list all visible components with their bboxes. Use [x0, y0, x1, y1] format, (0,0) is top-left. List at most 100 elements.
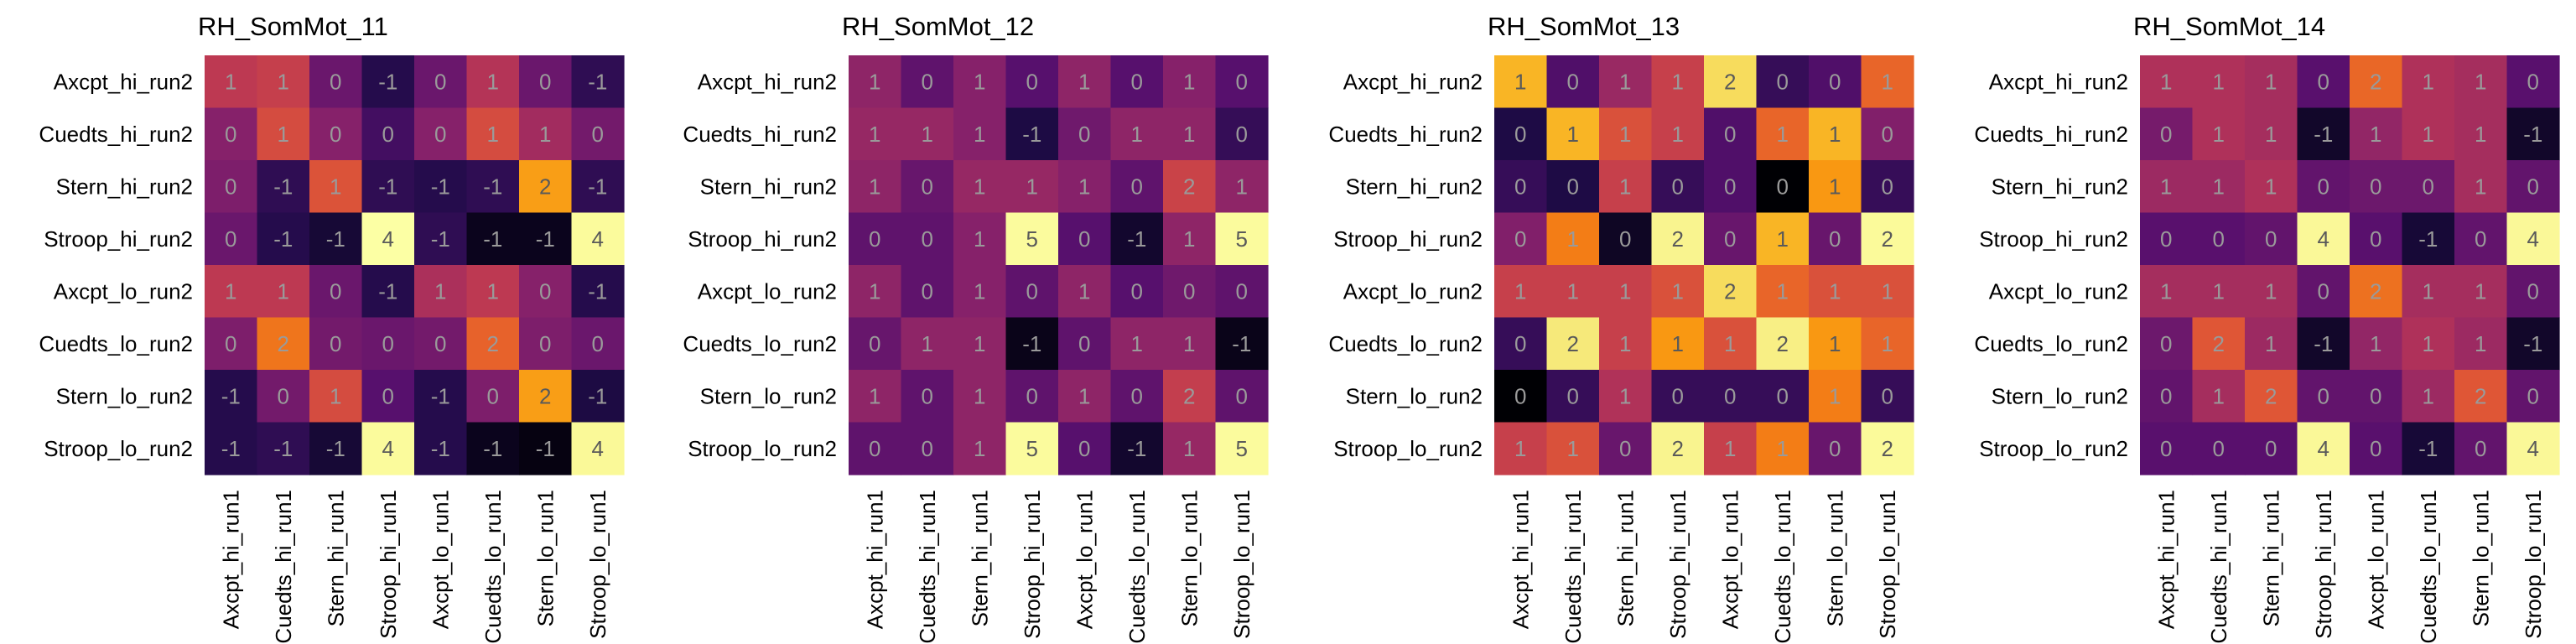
- cell-label: -1: [221, 436, 241, 461]
- heatmap-cell: [257, 107, 310, 161]
- cell-label: 4: [2318, 436, 2329, 461]
- cell-label: 1: [974, 122, 985, 147]
- heatmap-cell: [2297, 370, 2350, 423]
- cell-label: 1: [869, 69, 880, 94]
- heatmap-cell: [1215, 212, 1269, 266]
- column-label: Axcpt_hi_run1: [2153, 490, 2179, 629]
- cell-label: 0: [1131, 69, 1143, 94]
- cell-label: 0: [1514, 331, 1526, 356]
- cell-label: 0: [2370, 226, 2381, 252]
- cell-label: 0: [2475, 436, 2486, 461]
- heatmap-cell: [361, 422, 415, 475]
- heatmap-cell: [1861, 55, 1914, 109]
- cell-label: 0: [1236, 69, 1248, 94]
- heatmap-cell: [1861, 422, 1914, 475]
- heatmap-cell: [901, 265, 954, 319]
- cell-label: 0: [1131, 174, 1143, 199]
- heatmap-cell: [414, 160, 468, 214]
- column-label: Cuedts_lo_run1: [1124, 490, 1150, 644]
- heatmap-cell: [2402, 55, 2455, 109]
- heatmap-cell: [2245, 265, 2298, 319]
- heatmap-cell: [1599, 55, 1653, 109]
- row-label: Stroop_hi_run2: [1979, 226, 2128, 252]
- heatmap-cell: [571, 107, 625, 161]
- heatmap-cell: [2350, 212, 2403, 266]
- column-label: Axcpt_hi_run1: [862, 490, 887, 629]
- cell-label: 1: [225, 69, 236, 94]
- cell-label: 2: [539, 383, 551, 408]
- cell-label: 0: [2265, 226, 2277, 252]
- cell-label: 1: [278, 69, 289, 94]
- heatmap-cell: [2192, 370, 2246, 423]
- heatmap-cell: [849, 265, 902, 319]
- heatmap-cell: [2506, 107, 2560, 161]
- cell-label: -1: [588, 383, 607, 408]
- row-label: Stroop_hi_run2: [688, 226, 837, 252]
- row-label: Stern_hi_run2: [700, 174, 837, 199]
- cell-label: 4: [382, 226, 394, 252]
- heatmap-cell: [2350, 370, 2403, 423]
- cell-label: 1: [487, 122, 499, 147]
- column-label: Stern_lo_run1: [1822, 490, 1847, 626]
- cell-label: 0: [1026, 69, 1038, 94]
- heatmap-cell: [257, 212, 310, 266]
- cell-label: 5: [1026, 226, 1038, 252]
- heatmap-cell: [1058, 212, 1112, 266]
- heatmap-cell: [1163, 55, 1217, 109]
- heatmap-cell: [1005, 265, 1059, 319]
- cell-label: -1: [536, 436, 555, 461]
- heatmap-cell: [1215, 265, 1269, 319]
- cell-label: 1: [1567, 278, 1579, 304]
- row-label: Stroop_hi_run2: [44, 226, 193, 252]
- heatmap-cell: [2506, 212, 2560, 266]
- cell-label: 1: [1131, 331, 1143, 356]
- cell-label: 1: [2370, 122, 2381, 147]
- cell-label: 0: [382, 331, 394, 356]
- heatmap-cell: [257, 317, 310, 371]
- heatmap-cell: [466, 370, 520, 423]
- cell-label: 0: [1619, 226, 1631, 252]
- heatmap-cell: [205, 55, 258, 109]
- heatmap-cell: [1005, 107, 1059, 161]
- cell-label: 1: [1131, 122, 1143, 147]
- heatmap-cell: [2402, 160, 2455, 214]
- cell-label: 1: [2370, 331, 2381, 356]
- cell-label: 1: [1567, 122, 1579, 147]
- heatmap-cell: [466, 55, 520, 109]
- cell-label: 1: [869, 174, 880, 199]
- heatmap-cell: [2140, 317, 2194, 371]
- cell-label: 1: [1619, 331, 1631, 356]
- heatmap-cell: [205, 422, 258, 475]
- cell-label: 0: [1672, 383, 1684, 408]
- cell-label: 1: [2160, 69, 2172, 94]
- cell-label: 0: [2318, 69, 2329, 94]
- heatmap-cell: [953, 317, 1007, 371]
- cell-label: -1: [2523, 331, 2542, 356]
- cell-label: 0: [2318, 174, 2329, 199]
- column-label: Cuedts_hi_run1: [271, 490, 296, 644]
- heatmap-cell: [519, 317, 573, 371]
- cell-label: 0: [2160, 122, 2172, 147]
- heatmap-cell: [2454, 317, 2508, 371]
- heatmap-cell: [1756, 422, 1810, 475]
- row-label: Stern_lo_run2: [1992, 383, 2128, 408]
- cell-label: 0: [1724, 226, 1736, 252]
- heatmap-cell: [466, 422, 520, 475]
- heatmap-cell: [309, 317, 363, 371]
- column-label: Stern_lo_run1: [532, 490, 558, 626]
- cell-label: 1: [2265, 69, 2277, 94]
- heatmap-cell: [466, 317, 520, 371]
- cell-label: 0: [1567, 383, 1579, 408]
- cell-label: 1: [869, 278, 880, 304]
- cell-label: 0: [330, 278, 341, 304]
- heatmap-cell: [1861, 370, 1914, 423]
- cell-label: 0: [869, 331, 880, 356]
- cell-label: 2: [2475, 383, 2486, 408]
- heatmap-cell: [2454, 55, 2508, 109]
- cell-label: 1: [2475, 69, 2486, 94]
- cell-label: 1: [2423, 69, 2434, 94]
- cell-label: 0: [922, 383, 933, 408]
- cell-label: -1: [2314, 122, 2333, 147]
- heatmap-panel-1: RH_SomMot_11 1 1 0 -1 0 1 0 -1 0 1 0 0 0 1 1 0 0 -1 1 -1 -1 -1…: [39, 12, 625, 644]
- heatmap-cell: [571, 265, 625, 319]
